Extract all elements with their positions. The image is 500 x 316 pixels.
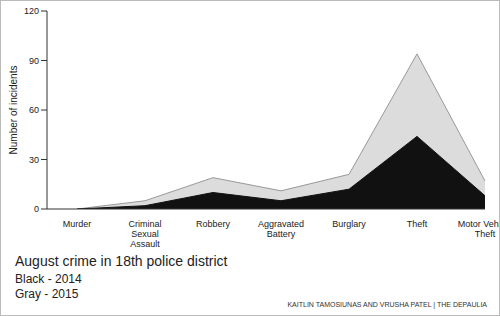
html-text:KAITLIN TAMOSIUNAS AND VRUSHA: KAITLIN TAMOSIUNAS AND VRUSHA PATEL | TH… <box>287 301 487 308</box>
svg-text:120: 120 <box>24 6 39 16</box>
svg-text:AggravatedBattery: AggravatedBattery <box>258 219 304 239</box>
svg-text:90: 90 <box>29 56 39 66</box>
html-text:Black - 2014: Black - 2014 <box>15 272 82 286</box>
svg-text:30: 30 <box>29 155 39 165</box>
svg-text:60: 60 <box>29 105 39 115</box>
svg-text:Robbery: Robbery <box>196 219 231 229</box>
svg-text:Murder: Murder <box>63 219 92 229</box>
svg-text:Motor VehicleTheft: Motor VehicleTheft <box>458 219 492 239</box>
svg-text:Theft: Theft <box>407 219 428 229</box>
svg-text:Number of incidents: Number of incidents <box>8 66 19 155</box>
svg-text:Burglary: Burglary <box>332 219 366 229</box>
svg-text:0: 0 <box>34 204 39 214</box>
svg-text:CriminalSexualAssault: CriminalSexualAssault <box>128 219 161 249</box>
html-text:August crime in 18th police di: August crime in 18th police district <box>15 253 228 269</box>
html-text:Gray - 2015: Gray - 2015 <box>15 287 79 301</box>
